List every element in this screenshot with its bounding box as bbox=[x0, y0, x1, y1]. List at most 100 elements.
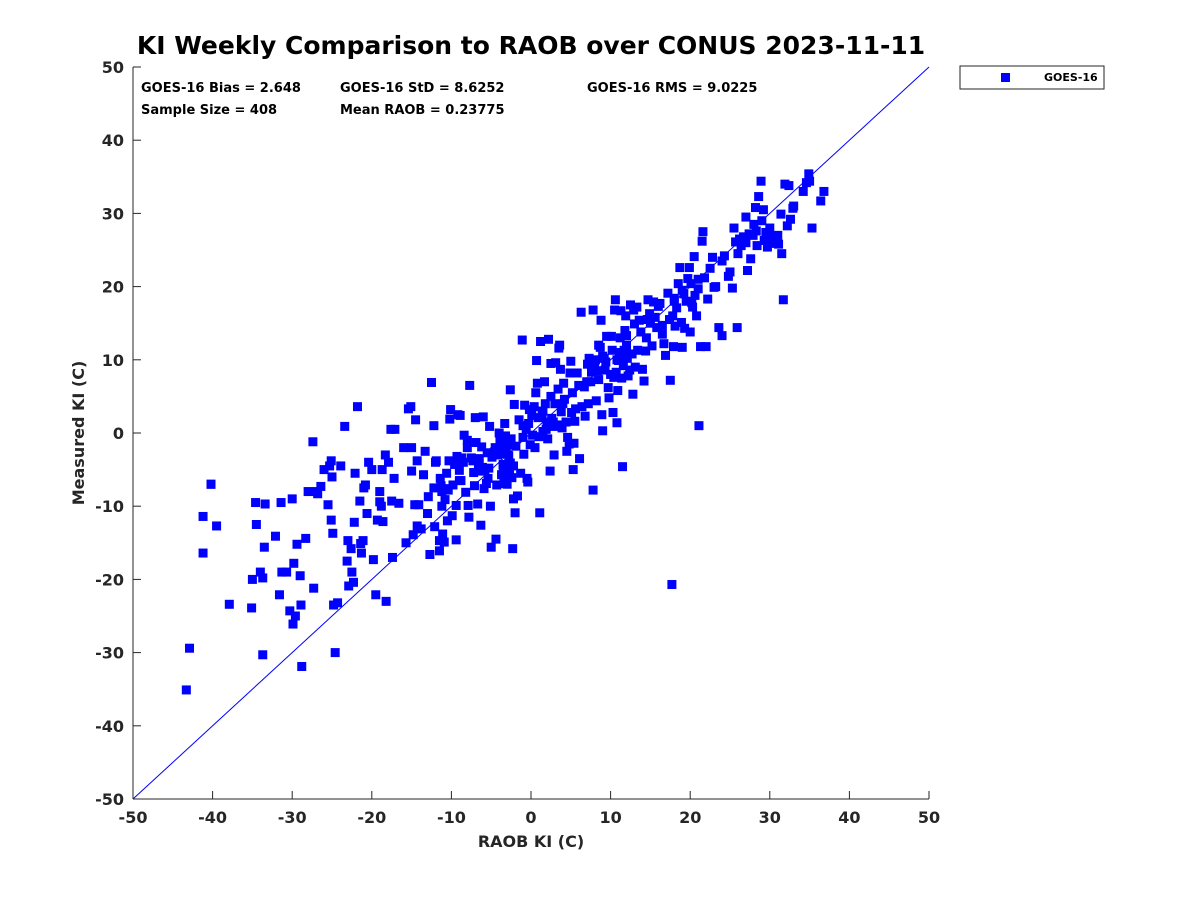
data-point bbox=[181, 685, 191, 695]
data-point bbox=[520, 400, 530, 410]
data-point bbox=[590, 355, 600, 365]
data-point bbox=[610, 295, 620, 305]
data-point bbox=[348, 577, 358, 587]
x-ticks: -50 -40 -30 -20 -10 0 10 20 30 40 50 bbox=[119, 791, 940, 827]
data-point bbox=[594, 375, 604, 385]
data-point bbox=[692, 311, 702, 321]
data-point bbox=[594, 340, 604, 350]
x-tick-label: 10 bbox=[599, 808, 621, 827]
y-tick-label: 50 bbox=[102, 58, 124, 77]
data-point bbox=[277, 567, 287, 577]
data-point bbox=[502, 479, 512, 489]
data-point bbox=[545, 466, 555, 476]
data-point bbox=[579, 382, 589, 392]
data-point bbox=[523, 477, 533, 487]
data-point bbox=[454, 465, 464, 475]
data-point bbox=[247, 574, 257, 584]
data-point bbox=[732, 323, 742, 333]
data-point bbox=[384, 457, 394, 467]
data-point bbox=[368, 555, 378, 565]
data-point bbox=[491, 534, 501, 544]
data-point bbox=[390, 424, 400, 434]
data-point bbox=[461, 487, 471, 497]
data-point bbox=[459, 430, 469, 440]
data-point bbox=[503, 440, 513, 450]
data-point bbox=[546, 391, 556, 401]
data-point bbox=[542, 418, 552, 428]
data-point bbox=[442, 516, 452, 526]
data-point bbox=[684, 263, 694, 273]
data-point bbox=[647, 341, 657, 351]
data-point bbox=[407, 443, 417, 453]
data-point bbox=[440, 495, 450, 505]
data-point bbox=[423, 509, 433, 519]
data-point bbox=[519, 449, 529, 459]
data-point bbox=[518, 432, 528, 442]
data-point bbox=[759, 235, 769, 245]
data-point bbox=[557, 423, 567, 433]
data-point bbox=[504, 451, 514, 461]
data-point bbox=[673, 279, 683, 289]
data-point bbox=[455, 410, 465, 420]
data-point bbox=[328, 528, 338, 538]
data-point bbox=[295, 571, 305, 581]
data-point bbox=[376, 501, 386, 511]
data-point bbox=[464, 512, 474, 522]
data-point bbox=[700, 273, 710, 283]
data-point bbox=[575, 454, 585, 464]
data-point bbox=[479, 484, 489, 494]
data-point bbox=[509, 399, 519, 409]
data-point bbox=[389, 473, 399, 483]
data-point bbox=[289, 558, 299, 568]
data-point bbox=[498, 461, 508, 471]
x-tick-label: -30 bbox=[278, 808, 307, 827]
data-point bbox=[473, 499, 483, 509]
data-point bbox=[751, 226, 761, 236]
data-point bbox=[546, 358, 556, 368]
data-point bbox=[447, 511, 457, 521]
data-point bbox=[301, 533, 311, 543]
legend-marker-goes16 bbox=[1001, 73, 1010, 82]
data-point bbox=[496, 445, 506, 455]
data-point bbox=[628, 389, 638, 399]
data-point bbox=[543, 434, 553, 444]
data-point bbox=[576, 307, 586, 317]
y-tick-label: -10 bbox=[95, 497, 124, 516]
data-point bbox=[754, 192, 764, 202]
data-point bbox=[570, 416, 580, 426]
data-point bbox=[517, 335, 527, 345]
data-point bbox=[486, 542, 496, 552]
data-point bbox=[481, 479, 491, 489]
data-point bbox=[690, 290, 700, 300]
data-point bbox=[381, 596, 391, 606]
data-point bbox=[401, 538, 411, 548]
data-point bbox=[586, 358, 596, 368]
data-point bbox=[360, 480, 370, 490]
data-point bbox=[583, 399, 593, 409]
data-point bbox=[819, 186, 829, 196]
data-point bbox=[343, 536, 353, 546]
data-point bbox=[419, 470, 429, 480]
data-point bbox=[297, 662, 307, 672]
data-point bbox=[326, 456, 336, 466]
data-point bbox=[452, 451, 462, 461]
data-point bbox=[559, 394, 569, 404]
y-tick-label: 10 bbox=[102, 351, 124, 370]
data-point bbox=[565, 368, 575, 378]
data-point bbox=[552, 420, 562, 430]
data-point bbox=[597, 410, 607, 420]
data-point bbox=[371, 590, 381, 600]
data-point bbox=[637, 364, 647, 374]
data-point bbox=[476, 520, 486, 530]
data-point bbox=[206, 479, 216, 489]
data-point bbox=[507, 473, 517, 483]
data-point bbox=[450, 459, 460, 469]
y-axis-label: Measured KI (C) bbox=[69, 361, 88, 506]
data-point bbox=[436, 481, 446, 491]
data-point bbox=[555, 364, 565, 374]
data-point bbox=[717, 331, 727, 341]
data-point bbox=[561, 417, 571, 427]
data-point bbox=[528, 430, 538, 440]
data-point bbox=[451, 500, 461, 510]
data-point bbox=[762, 242, 772, 252]
